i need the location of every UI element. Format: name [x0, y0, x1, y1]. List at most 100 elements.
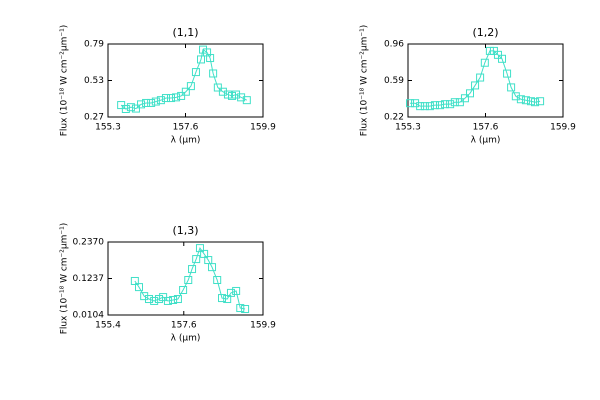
data-point	[242, 96, 251, 105]
y-tick-label: 0.1237	[73, 274, 105, 284]
data-point	[416, 102, 425, 111]
data-point	[154, 295, 163, 304]
data-point	[177, 91, 186, 100]
y-axis-label: Flux (10⁻¹⁸ W cm⁻²μm⁻¹)	[60, 25, 70, 137]
data-point	[209, 69, 218, 78]
data-point	[237, 93, 246, 102]
x-tick-label: 155.4	[95, 321, 121, 331]
data-point	[511, 92, 520, 101]
data-point	[485, 46, 494, 55]
data-point	[140, 292, 149, 301]
x-tick-label: 159.9	[550, 123, 576, 133]
x-tick-label: 155.3	[395, 123, 421, 133]
y-axis-label: Flux (10⁻¹⁸ W cm⁻²μm⁻¹)	[60, 223, 70, 335]
y-axis-label: Flux (10⁻¹⁸ W cm⁻²μm⁻¹)	[360, 25, 370, 137]
data-point	[430, 101, 439, 110]
data-point	[476, 73, 485, 82]
y-tick-label: 0.0104	[73, 311, 105, 321]
data-point	[411, 99, 420, 108]
data-point	[144, 295, 153, 304]
data-point	[507, 83, 516, 92]
data-point	[218, 294, 227, 303]
data-point	[181, 87, 190, 96]
data-point	[460, 94, 469, 103]
data-point	[192, 255, 201, 264]
data-point	[232, 286, 241, 295]
data-point	[213, 83, 222, 92]
panel-title: (1,1)	[172, 26, 198, 39]
data-point	[150, 296, 159, 305]
data-point	[208, 263, 217, 272]
data-point	[531, 98, 540, 107]
data-point	[163, 296, 172, 305]
x-tick-label: 159.9	[250, 123, 276, 133]
panel-title: (1,2)	[472, 26, 498, 39]
data-point	[406, 99, 415, 108]
data-point	[223, 90, 232, 99]
data-point	[135, 283, 143, 292]
data-point	[466, 89, 474, 98]
data-point	[191, 68, 200, 77]
data-point	[228, 91, 236, 100]
data-point	[184, 276, 193, 285]
data-point	[471, 81, 480, 90]
y-tick-label: 0.27	[84, 113, 104, 123]
data-point	[218, 87, 227, 96]
data-point	[200, 249, 209, 258]
data-point	[441, 100, 450, 109]
x-tick-label: 157.6	[473, 123, 499, 133]
data-point	[536, 97, 545, 106]
axes-frame	[107, 43, 264, 118]
data-point	[236, 304, 245, 313]
data-point	[173, 295, 182, 304]
y-tick-label: 0.2370	[73, 238, 105, 248]
data-point	[420, 102, 429, 111]
data-point	[167, 94, 176, 103]
data-point	[425, 102, 434, 111]
data-point	[232, 90, 241, 99]
data-point	[179, 286, 188, 295]
data-point	[480, 58, 489, 67]
x-tick-label: 159.9	[250, 321, 276, 331]
data-point	[213, 276, 222, 285]
data-point	[241, 305, 250, 314]
data-point	[156, 96, 165, 105]
panel-title: (1,3)	[172, 224, 198, 237]
data-point	[161, 94, 170, 103]
y-tick-label: 0.22	[384, 113, 404, 123]
data-point	[503, 69, 512, 78]
data-point	[526, 97, 535, 106]
data-point	[188, 265, 197, 274]
data-point	[147, 98, 156, 107]
data-point	[130, 276, 139, 285]
data-point	[131, 104, 140, 113]
data-point	[126, 103, 135, 112]
data-point	[450, 98, 459, 107]
data-point	[446, 100, 455, 109]
data-point	[197, 55, 205, 64]
x-tick-label: 155.3	[95, 123, 121, 133]
series-line	[134, 247, 246, 310]
series-line	[120, 48, 248, 110]
y-tick-label: 0.53	[84, 76, 104, 86]
x-axis-label: λ (μm)	[471, 136, 501, 146]
data-point	[206, 54, 215, 63]
data-point	[195, 244, 204, 253]
data-point	[186, 82, 195, 91]
data-point	[172, 93, 181, 102]
data-point	[151, 97, 160, 106]
data-point	[436, 101, 445, 110]
y-tick-label: 0.59	[384, 76, 404, 86]
x-axis-label: λ (μm)	[171, 334, 201, 344]
data-point	[169, 295, 178, 304]
data-point	[142, 98, 151, 107]
data-point	[226, 288, 235, 297]
x-tick-label: 157.6	[171, 321, 197, 331]
x-axis-label: λ (μm)	[171, 136, 201, 146]
data-point	[137, 100, 146, 109]
series-line	[410, 50, 541, 107]
data-point	[498, 54, 507, 63]
data-point	[199, 45, 208, 54]
data-point	[516, 95, 525, 104]
